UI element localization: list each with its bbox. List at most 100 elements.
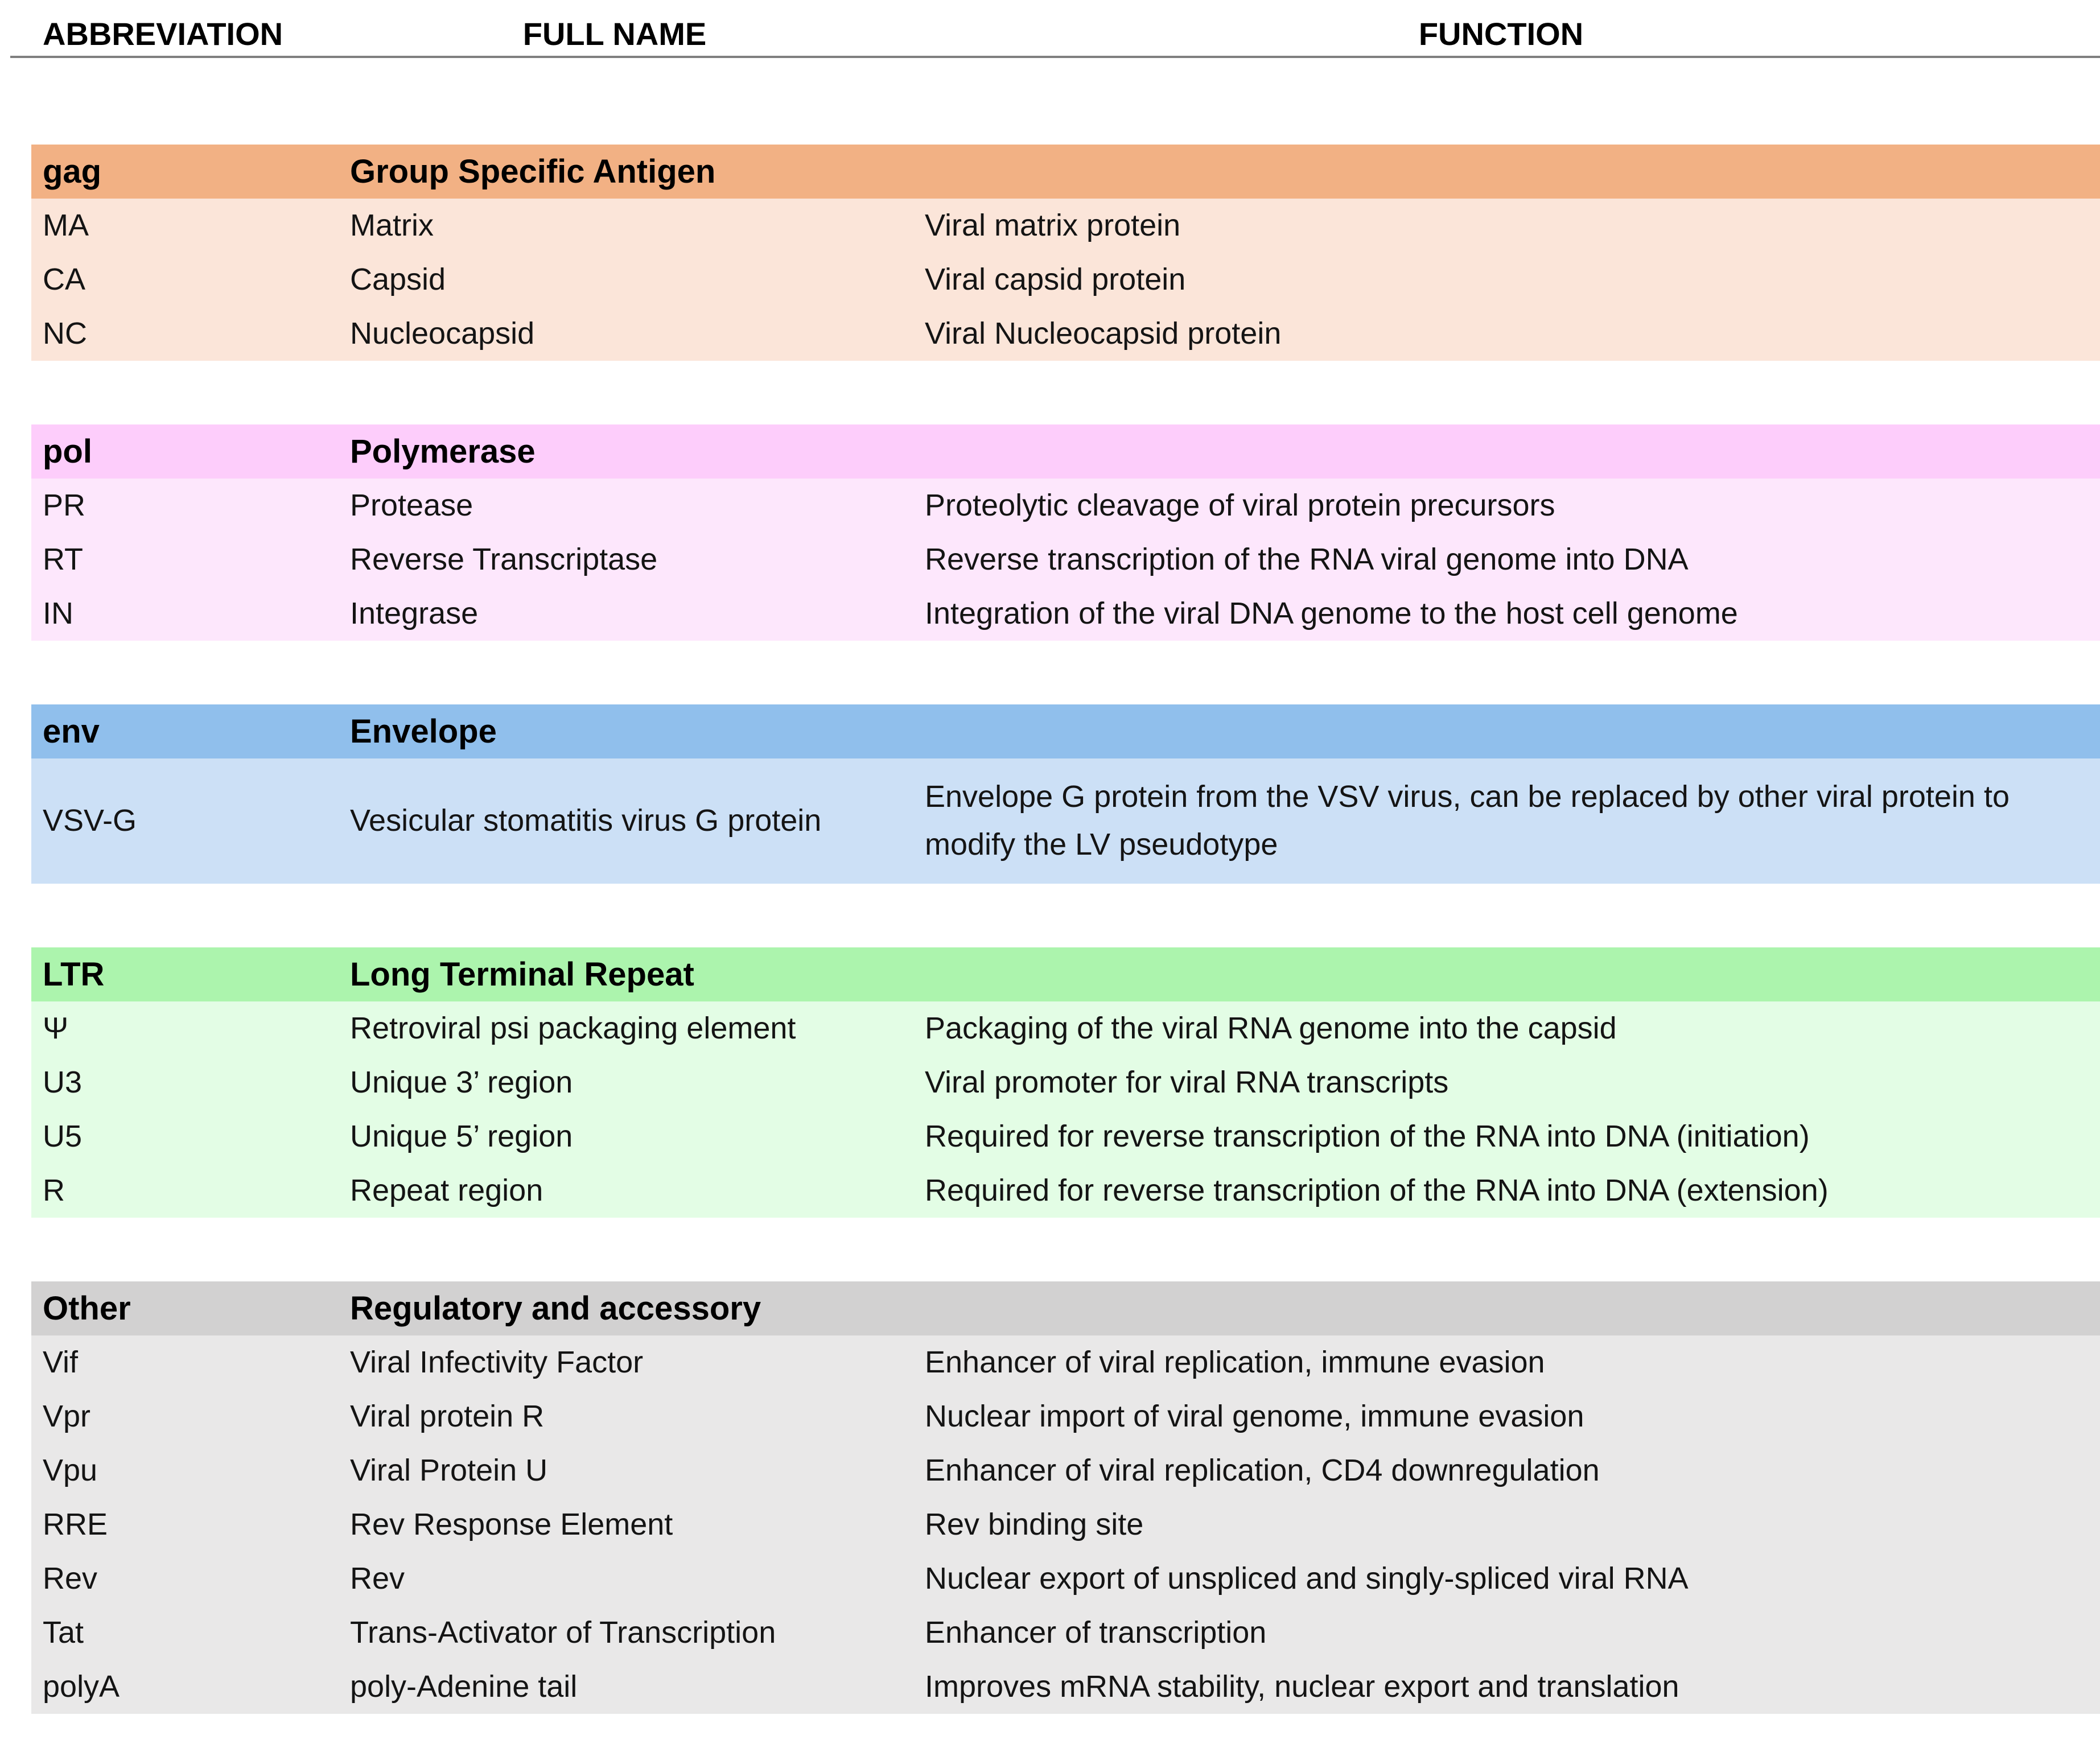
- table-column-headers: ABBREVIATION FULL NAME FUNCTION: [31, 0, 2100, 56]
- section-header-row: LTR Long Terminal Repeat: [31, 947, 2100, 1001]
- section-title: Long Terminal Repeat: [350, 956, 694, 993]
- cell-full-name: Rev Response Element: [350, 1507, 673, 1541]
- cell-abbreviation: IN: [43, 596, 73, 630]
- section-header-row: pol Polymerase: [31, 424, 2100, 479]
- section-abbr: Other: [43, 1290, 131, 1327]
- cell-full-name: Unique 5’ region: [350, 1119, 573, 1153]
- table-row: Ψ Retroviral psi packaging element Packa…: [31, 1001, 2100, 1056]
- table-row: Vif Viral Infectivity Factor Enhancer of…: [31, 1335, 2100, 1390]
- cell-function: Envelope G protein from the VSV virus, c…: [925, 780, 2010, 861]
- cell-full-name: Matrix: [350, 208, 434, 242]
- section-abbr: gag: [43, 153, 102, 190]
- cell-abbreviation: NC: [43, 316, 87, 351]
- cell-function: Nuclear import of viral genome, immune e…: [925, 1399, 1584, 1433]
- cell-function: Viral capsid protein: [925, 262, 1186, 296]
- section-ltr: LTR Long Terminal Repeat Ψ Retroviral ps…: [31, 947, 2100, 1218]
- cell-abbreviation: Vif: [43, 1345, 79, 1379]
- table-row: Tat Trans-Activator of Transcription Enh…: [31, 1606, 2100, 1660]
- column-header-full-name: FULL NAME: [522, 15, 707, 52]
- section-header-row: env Envelope: [31, 704, 2100, 758]
- cell-full-name: Capsid: [350, 262, 446, 296]
- cell-abbreviation: U5: [43, 1119, 83, 1153]
- cell-full-name: Integrase: [350, 596, 479, 630]
- table-row: VSV-G Vesicular stomatitis virus G prote…: [31, 758, 2100, 884]
- section-abbr: LTR: [43, 956, 105, 993]
- section-body: Vif Viral Infectivity Factor Enhancer of…: [31, 1335, 2100, 1714]
- table-row: Vpu Viral Protein U Enhancer of viral re…: [31, 1444, 2100, 1498]
- cell-abbreviation: Vpr: [43, 1399, 91, 1433]
- cell-full-name: poly-Adenine tail: [350, 1669, 578, 1704]
- cell-full-name: Repeat region: [350, 1173, 543, 1207]
- section-title: Group Specific Antigen: [350, 153, 716, 190]
- column-header-function: FUNCTION: [1418, 15, 1584, 52]
- cell-function: Enhancer of viral replication, immune ev…: [925, 1345, 1545, 1379]
- cell-function: Required for reverse transcription of th…: [925, 1119, 1810, 1153]
- cell-function: Proteolytic cleavage of viral protein pr…: [925, 488, 1555, 522]
- cell-function: Improves mRNA stability, nuclear export …: [925, 1669, 1679, 1704]
- cell-abbreviation: Vpu: [43, 1453, 98, 1487]
- table-row: NC Nucleocapsid Viral Nucleocapsid prote…: [31, 307, 2100, 361]
- cell-full-name: Viral Protein U: [350, 1453, 548, 1487]
- table-row: MA Matrix Viral matrix protein: [31, 199, 2100, 253]
- column-header-abbreviation: ABBREVIATION: [43, 15, 283, 52]
- cell-abbreviation: RRE: [43, 1507, 108, 1541]
- table-row: U5 Unique 5’ region Required for reverse…: [31, 1110, 2100, 1164]
- cell-full-name: Reverse Transcriptase: [350, 542, 658, 576]
- cell-function: Packaging of the viral RNA genome into t…: [925, 1011, 1617, 1045]
- section-body: MA Matrix Viral matrix protein CA Capsid…: [31, 199, 2100, 361]
- cell-function: Viral matrix protein: [925, 208, 1181, 242]
- cell-full-name: Viral Infectivity Factor: [350, 1345, 644, 1379]
- cell-abbreviation: RT: [43, 542, 84, 576]
- cell-full-name: Viral protein R: [350, 1399, 545, 1433]
- cell-full-name: Protease: [350, 488, 473, 522]
- section-header-row: Other Regulatory and accessory: [31, 1281, 2100, 1335]
- cell-abbreviation: polyA: [43, 1669, 120, 1704]
- table-row: R Repeat region Required for reverse tra…: [31, 1164, 2100, 1218]
- cell-function: Required for reverse transcription of th…: [925, 1173, 1829, 1207]
- section-abbr: pol: [43, 433, 92, 470]
- section-other: Other Regulatory and accessory Vif Viral…: [31, 1281, 2100, 1714]
- cell-abbreviation: PR: [43, 488, 86, 522]
- table-row: PR Protease Proteolytic cleavage of vira…: [31, 479, 2100, 533]
- section-title: Polymerase: [350, 433, 536, 470]
- section-gag: gag Group Specific Antigen MA Matrix Vir…: [31, 145, 2100, 361]
- cell-abbreviation: Ψ: [43, 1011, 69, 1045]
- cell-full-name: Trans-Activator of Transcription: [350, 1615, 776, 1650]
- cell-function: Rev binding site: [925, 1507, 1144, 1541]
- cell-full-name: Vesicular stomatitis virus G protein: [350, 803, 822, 838]
- table-row: RT Reverse Transcriptase Reverse transcr…: [31, 533, 2100, 587]
- table-row: polyA poly-Adenine tail Improves mRNA st…: [31, 1660, 2100, 1714]
- section-body: Ψ Retroviral psi packaging element Packa…: [31, 1001, 2100, 1218]
- section-title: Envelope: [350, 713, 497, 750]
- cell-abbreviation: R: [43, 1173, 65, 1207]
- cell-full-name: Rev: [350, 1561, 405, 1596]
- table-row: Rev Rev Nuclear export of unspliced and …: [31, 1552, 2100, 1606]
- cell-function: Viral promoter for viral RNA transcripts: [925, 1065, 1449, 1099]
- cell-abbreviation: Rev: [43, 1561, 98, 1596]
- cell-full-name: Retroviral psi packaging element: [350, 1011, 796, 1045]
- section-title: Regulatory and accessory: [350, 1290, 761, 1327]
- header-divider: [10, 56, 2100, 58]
- cell-abbreviation: VSV-G: [43, 803, 137, 838]
- table-row: Vpr Viral protein R Nuclear import of vi…: [31, 1390, 2100, 1444]
- section-abbr: env: [43, 713, 100, 750]
- table-row: RRE Rev Response Element Rev binding sit…: [31, 1498, 2100, 1552]
- table-row: IN Integrase Integration of the viral DN…: [31, 587, 2100, 641]
- section-env: env Envelope VSV-G Vesicular stomatitis …: [31, 704, 2100, 884]
- section-body: VSV-G Vesicular stomatitis virus G prote…: [31, 758, 2100, 884]
- cell-function: Integration of the viral DNA genome to t…: [925, 596, 1738, 630]
- cell-full-name: Unique 3’ region: [350, 1065, 573, 1099]
- section-body: PR Protease Proteolytic cleavage of vira…: [31, 479, 2100, 641]
- cell-function: Reverse transcription of the RNA viral g…: [925, 542, 1689, 576]
- section-pol: pol Polymerase PR Protease Proteolytic c…: [31, 424, 2100, 641]
- cell-abbreviation: U3: [43, 1065, 83, 1099]
- cell-abbreviation: MA: [43, 208, 89, 242]
- cell-function: Enhancer of transcription: [925, 1615, 1267, 1650]
- cell-full-name: Nucleocapsid: [350, 316, 535, 351]
- section-header-row: gag Group Specific Antigen: [31, 145, 2100, 199]
- table-row: U3 Unique 3’ region Viral promoter for v…: [31, 1056, 2100, 1110]
- cell-function: Viral Nucleocapsid protein: [925, 316, 1282, 351]
- cell-abbreviation: Tat: [43, 1615, 84, 1650]
- table-row: CA Capsid Viral capsid protein: [31, 253, 2100, 307]
